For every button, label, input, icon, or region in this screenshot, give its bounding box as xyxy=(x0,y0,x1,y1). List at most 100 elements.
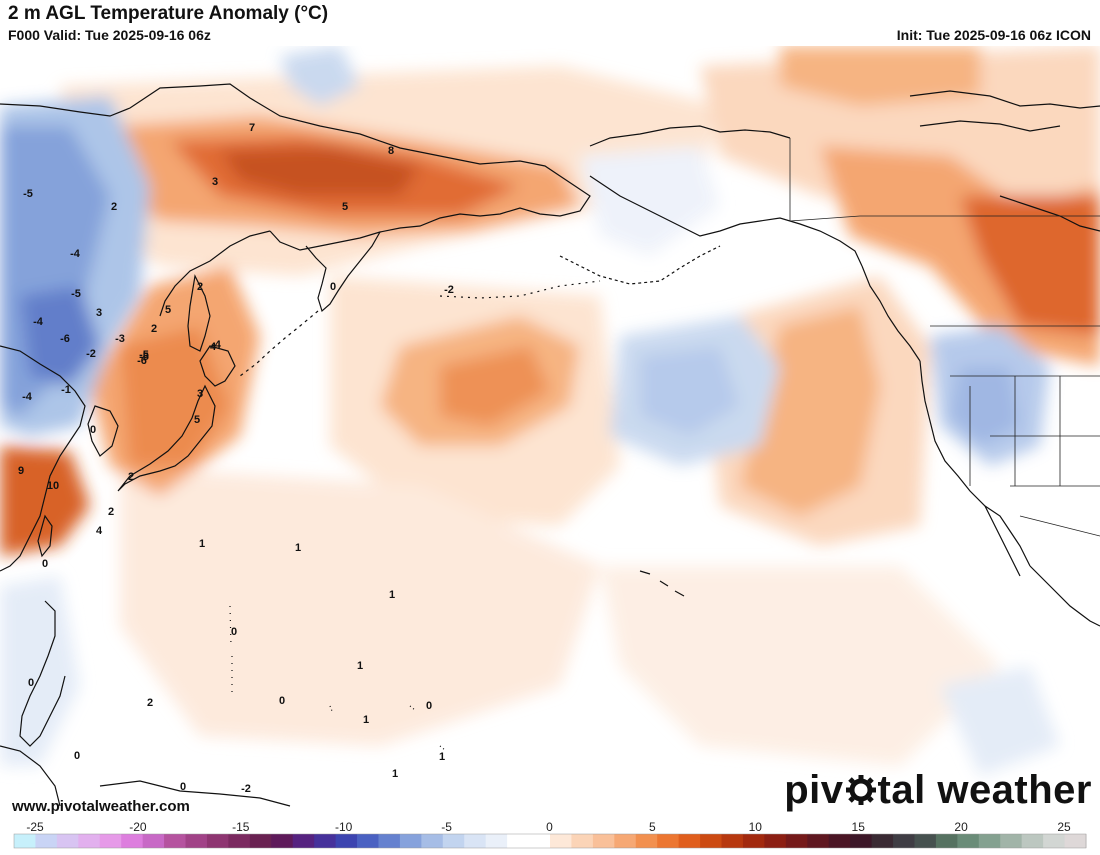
colorbar-swatch xyxy=(1000,834,1023,848)
contour-label: 0 xyxy=(426,700,432,712)
contour-label: 1 xyxy=(389,589,395,601)
colorbar-swatch xyxy=(78,834,101,848)
contour-label: 5 xyxy=(165,304,171,316)
colorbar-swatch xyxy=(164,834,187,848)
contour-label: 1 xyxy=(357,660,363,672)
colorbar-swatch xyxy=(399,834,422,848)
map-header: 2 m AGL Temperature Anomaly (°C) F000 Va… xyxy=(0,0,1100,46)
colorbar-swatch xyxy=(142,834,165,848)
colorbar-swatch xyxy=(764,834,787,848)
contour-label: 0 xyxy=(180,781,186,793)
colorbar: -25 -20 -15 -10 -5 0 5 10 15 20 25 xyxy=(0,818,1100,850)
colorbar-tick-label: 20 xyxy=(954,820,968,834)
colorbar-swatch xyxy=(1043,834,1066,848)
colorbar-swatch xyxy=(507,834,530,848)
contour-label: 3 xyxy=(212,176,218,188)
website-watermark: www.pivotalweather.com xyxy=(12,798,190,815)
colorbar-tick-label: 0 xyxy=(546,820,553,834)
anomaly-map[interactable]: 7 8 3 5 -5 2 -4 -5 3 -4 -6 -3 -2 -5 2 5 2 0 -2 -1 -4 0 9 10 2 4 1 1… xyxy=(0,46,1100,818)
colorbar-tick-label: -10 xyxy=(335,820,353,834)
colorbar-swatch xyxy=(185,834,208,848)
colorbar-swatch xyxy=(828,834,851,848)
brand-logo-left: piv xyxy=(784,768,844,812)
contour-label: -6 xyxy=(60,333,70,345)
colorbar-swatch xyxy=(657,834,680,848)
colorbar-swatch xyxy=(357,834,380,848)
boundaries xyxy=(789,138,1100,537)
colorbar-tick-label: -15 xyxy=(232,820,250,834)
contour-label: -5 xyxy=(71,288,81,300)
contour-label: -2 xyxy=(241,783,251,795)
contour-label: -4 xyxy=(211,339,222,351)
colorbar-swatch xyxy=(614,834,637,848)
colorbar-swatch xyxy=(1064,834,1087,848)
contour-label: 5 xyxy=(342,201,348,213)
contour-label: -2 xyxy=(86,348,96,360)
colorbar-swatch xyxy=(978,834,1001,848)
colorbar-tick-label: 10 xyxy=(749,820,763,834)
colorbar-swatch xyxy=(228,834,251,848)
contour-label: -4 xyxy=(22,391,33,403)
contour-label: 4 xyxy=(96,525,103,537)
colorbar-swatch xyxy=(785,834,808,848)
contour-label: 3 xyxy=(197,388,203,400)
colorbar-swatch xyxy=(485,834,508,848)
colorbar-swatch xyxy=(121,834,144,848)
brand-logo-right: tal weather xyxy=(877,768,1092,812)
contour-label: 3 xyxy=(96,307,102,319)
brand-logo: piv tal weather xyxy=(784,768,1092,813)
contour-label: 2 xyxy=(111,201,117,213)
colorbar-swatch xyxy=(528,834,551,848)
contour-label: 9 xyxy=(18,465,24,477)
anomaly-field xyxy=(0,46,1100,776)
colorbar-swatch xyxy=(464,834,487,848)
colorbar-swatch xyxy=(742,834,765,848)
colorbar-swatch xyxy=(421,834,444,848)
colorbar-swatch xyxy=(571,834,594,848)
colorbar-swatch xyxy=(206,834,229,848)
contour-label: 8 xyxy=(388,145,394,157)
contour-label: -6 xyxy=(137,355,147,367)
contour-label: 0 xyxy=(330,281,336,293)
colorbar-canvas: -25 -20 -15 -10 -5 0 5 10 15 20 25 xyxy=(13,820,1087,849)
colorbar-swatch xyxy=(249,834,272,848)
valid-time: F000 Valid: Tue 2025-09-16 06z xyxy=(8,27,211,43)
gear-icon xyxy=(845,775,876,805)
colorbar-swatch xyxy=(957,834,980,848)
contour-label: 0 xyxy=(90,424,96,436)
colorbar-swatch xyxy=(700,834,723,848)
contour-label: 10 xyxy=(47,480,59,492)
colorbar-swatch xyxy=(893,834,916,848)
contour-label: 7 xyxy=(249,122,255,134)
colorbar-swatch xyxy=(292,834,315,848)
contour-label: 0 xyxy=(231,626,237,638)
colorbar-tick-label: 5 xyxy=(649,820,656,834)
colorbar-swatch xyxy=(721,834,744,848)
colorbar-swatch xyxy=(678,834,701,848)
contour-label: 5 xyxy=(194,414,200,426)
contour-label: -5 xyxy=(139,349,149,361)
contour-label: 4 xyxy=(210,341,217,353)
contour-label: 1 xyxy=(392,768,398,780)
colorbar-swatch xyxy=(335,834,358,848)
colorbar-tick-label: 25 xyxy=(1057,820,1071,834)
contour-label: 1 xyxy=(199,538,205,550)
colorbar-swatch xyxy=(935,834,958,848)
colorbar-swatch xyxy=(35,834,58,848)
colorbar-swatch xyxy=(871,834,894,848)
colorbar-swatch xyxy=(807,834,830,848)
contour-label: 1 xyxy=(363,714,369,726)
colorbar-swatch xyxy=(592,834,615,848)
colorbar-swatch xyxy=(1021,834,1044,848)
colorbar-swatch xyxy=(914,834,937,848)
colorbar-swatch xyxy=(56,834,79,848)
colorbar-tick-label: 15 xyxy=(852,820,866,834)
colorbar-swatch xyxy=(14,834,37,848)
contour-label: -4 xyxy=(70,248,81,260)
colorbar-frame xyxy=(13,833,1087,849)
coastlines xyxy=(0,83,1100,807)
contour-label: 0 xyxy=(28,677,34,689)
colorbar-swatch xyxy=(850,834,873,848)
contour-label: 1 xyxy=(295,542,301,554)
